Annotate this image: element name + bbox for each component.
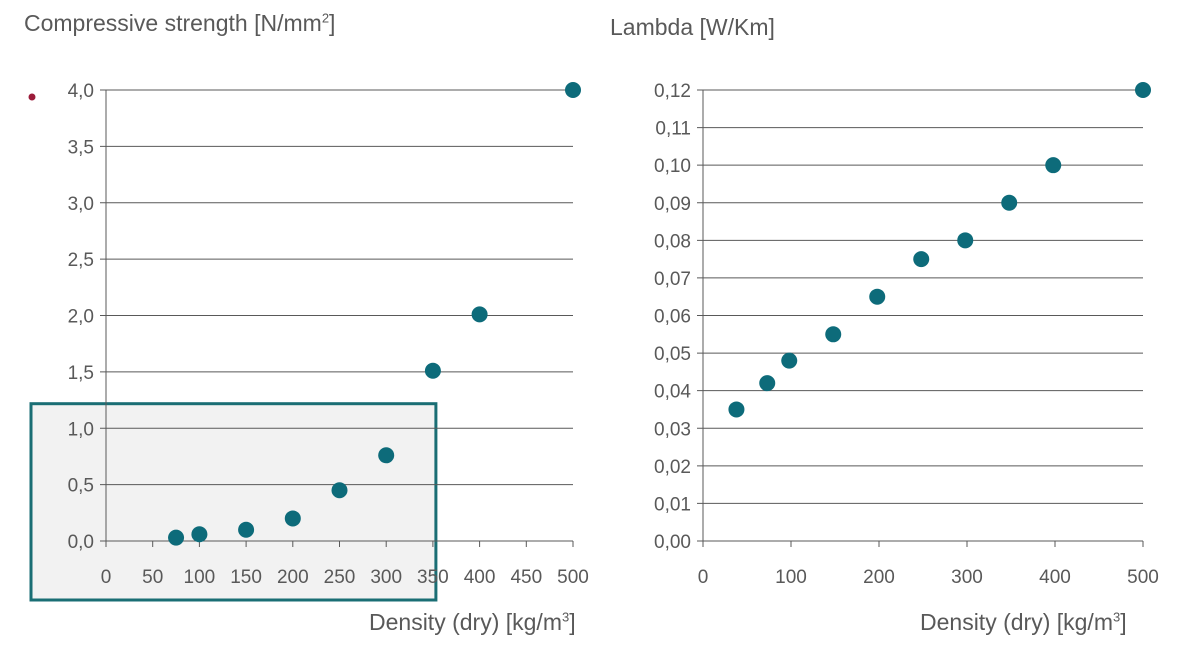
data-point [1045,157,1062,174]
x-tick-label: 400 [1039,567,1071,588]
x-tick-label: 350 [417,567,449,588]
x-tick-label: 200 [863,567,895,588]
x-tick-label: 50 [142,567,163,588]
data-point [424,362,441,379]
data-point [238,521,255,538]
chart2-title: Lambda [W/Km] [610,14,775,40]
chart2-x-axis-label: Density (dry) [kg/m3] [920,609,1127,635]
x-tick-label: 400 [464,567,496,588]
data-point [781,352,798,369]
x-tick-label: 300 [370,567,402,588]
data-point [168,529,185,546]
data-point [1135,82,1151,98]
y-tick-label: 2,0 [68,307,94,328]
y-tick-label: 2,5 [68,250,94,271]
x-tick-label: 300 [951,567,983,588]
data-point [331,482,348,499]
data-point [1001,194,1018,211]
x-tick-label: 150 [230,567,262,588]
data-point [759,375,776,392]
data-point [957,232,974,249]
x-tick-label: 100 [184,567,216,588]
data-point [728,401,745,418]
data-point [191,526,208,543]
data-point [565,82,581,98]
y-tick-label: 0,04 [654,382,691,403]
chart1-title: Compressive strength [N/mm2] [24,10,336,36]
x-tick-label: 100 [775,567,807,588]
y-tick-label: 0,5 [68,476,94,497]
y-tick-label: 0,02 [654,457,691,478]
bullet-dot [28,93,36,101]
y-tick-label: 0,01 [654,494,691,515]
x-tick-label: 0 [101,567,112,588]
y-tick-label: 3,5 [68,137,94,158]
y-tick-label: 0,12 [654,81,691,102]
y-tick-label: 0,03 [654,419,691,440]
y-tick-label: 0,09 [654,194,691,215]
x-tick-label: 500 [557,567,589,588]
x-tick-label: 500 [1127,567,1159,588]
y-tick-label: 4,0 [68,81,94,102]
highlight-box [29,402,438,602]
y-tick-label: 0,0 [68,532,94,553]
x-tick-label: 450 [510,567,542,588]
data-point [913,251,930,268]
y-tick-label: 1,5 [68,363,94,384]
x-tick-label: 250 [324,567,356,588]
y-tick-label: 0,11 [655,119,691,140]
y-tick-label: 3,0 [68,194,94,215]
y-tick-label: 0,00 [654,532,691,553]
y-tick-label: 0,05 [654,344,691,365]
data-point [378,447,395,464]
y-tick-label: 1,0 [68,419,94,440]
y-tick-label: 0,06 [654,307,691,328]
x-tick-label: 200 [277,567,309,588]
data-point [284,510,301,527]
data-point [869,288,886,305]
x-tick-label: 0 [698,567,709,588]
y-tick-label: 0,07 [654,269,691,290]
chart1-x-axis-label: Density (dry) [kg/m3] [369,609,576,635]
data-point [471,306,488,323]
data-point [825,326,842,343]
y-tick-label: 0,10 [654,156,691,177]
y-tick-label: 0,08 [654,231,691,252]
